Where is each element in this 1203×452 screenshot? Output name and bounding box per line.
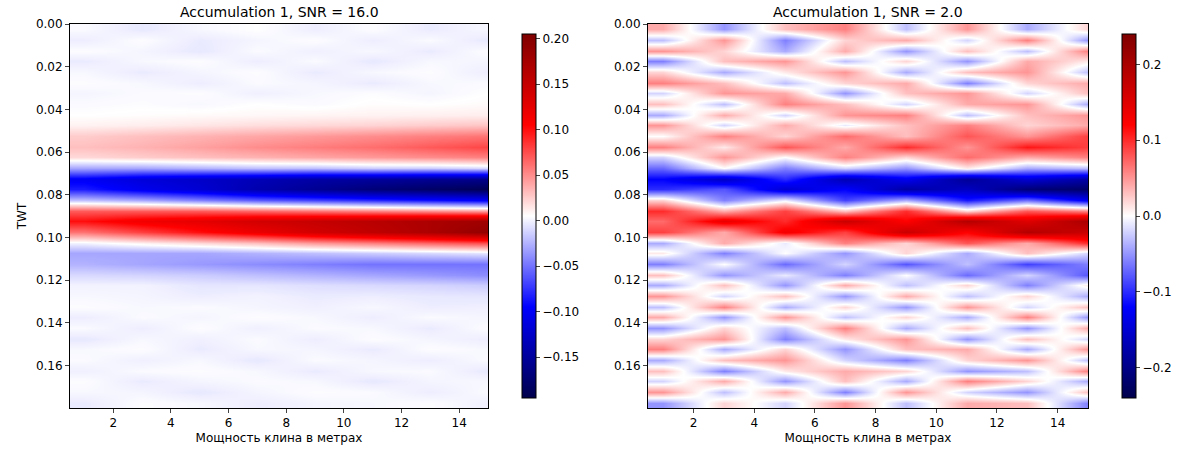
svg-text:0.2: 0.2 — [1142, 58, 1161, 72]
svg-text:0.10: 0.10 — [614, 231, 641, 245]
svg-text:0.05: 0.05 — [542, 168, 569, 182]
svg-text:0.10: 0.10 — [36, 231, 63, 245]
svg-text:Accumulation 1, SNR = 2.0: Accumulation 1, SNR = 2.0 — [773, 4, 963, 20]
svg-text:0.12: 0.12 — [614, 273, 641, 287]
svg-text:−0.1: −0.1 — [1142, 285, 1171, 299]
svg-text:6: 6 — [811, 416, 819, 430]
svg-text:0.06: 0.06 — [614, 145, 641, 159]
svg-text:14: 14 — [1050, 416, 1065, 430]
svg-text:10: 10 — [336, 416, 351, 430]
svg-text:−0.2: −0.2 — [1142, 361, 1171, 375]
svg-text:0.20: 0.20 — [542, 32, 569, 46]
svg-text:2: 2 — [109, 416, 117, 430]
svg-text:0.08: 0.08 — [614, 188, 641, 202]
svg-text:0.00: 0.00 — [614, 17, 641, 31]
svg-text:Мощность клина в метрах: Мощность клина в метрах — [785, 431, 952, 445]
svg-text:−0.05: −0.05 — [542, 259, 579, 273]
svg-text:−0.10: −0.10 — [542, 305, 579, 319]
svg-text:TWT: TWT — [15, 202, 29, 230]
svg-text:0.14: 0.14 — [36, 316, 63, 330]
svg-text:Мощность клина в метрах: Мощность клина в метрах — [196, 431, 363, 445]
svg-text:14: 14 — [452, 416, 467, 430]
svg-text:4: 4 — [750, 416, 758, 430]
svg-text:0.12: 0.12 — [36, 273, 63, 287]
svg-text:0.02: 0.02 — [36, 60, 63, 74]
svg-text:Accumulation 1, SNR = 16.0: Accumulation 1, SNR = 16.0 — [180, 4, 379, 20]
svg-text:12: 12 — [394, 416, 409, 430]
svg-text:2: 2 — [690, 416, 698, 430]
svg-text:0.1: 0.1 — [1142, 133, 1161, 147]
svg-text:0.16: 0.16 — [36, 359, 63, 373]
svg-text:0.15: 0.15 — [542, 77, 569, 91]
svg-text:0.04: 0.04 — [614, 103, 641, 117]
svg-text:4: 4 — [167, 416, 175, 430]
svg-text:10: 10 — [929, 416, 944, 430]
svg-text:12: 12 — [989, 416, 1004, 430]
svg-text:0.14: 0.14 — [614, 316, 641, 330]
svg-text:0.06: 0.06 — [36, 145, 63, 159]
svg-text:0.00: 0.00 — [36, 17, 63, 31]
svg-text:0.08: 0.08 — [36, 188, 63, 202]
svg-text:−0.15: −0.15 — [542, 350, 579, 364]
svg-text:0.02: 0.02 — [614, 60, 641, 74]
svg-text:8: 8 — [282, 416, 290, 430]
svg-text:8: 8 — [872, 416, 880, 430]
svg-text:0.16: 0.16 — [614, 359, 641, 373]
svg-text:6: 6 — [225, 416, 233, 430]
svg-text:0.00: 0.00 — [542, 214, 569, 228]
svg-text:0.10: 0.10 — [542, 123, 569, 137]
svg-text:0.04: 0.04 — [36, 103, 63, 117]
svg-text:0.0: 0.0 — [1142, 209, 1161, 223]
